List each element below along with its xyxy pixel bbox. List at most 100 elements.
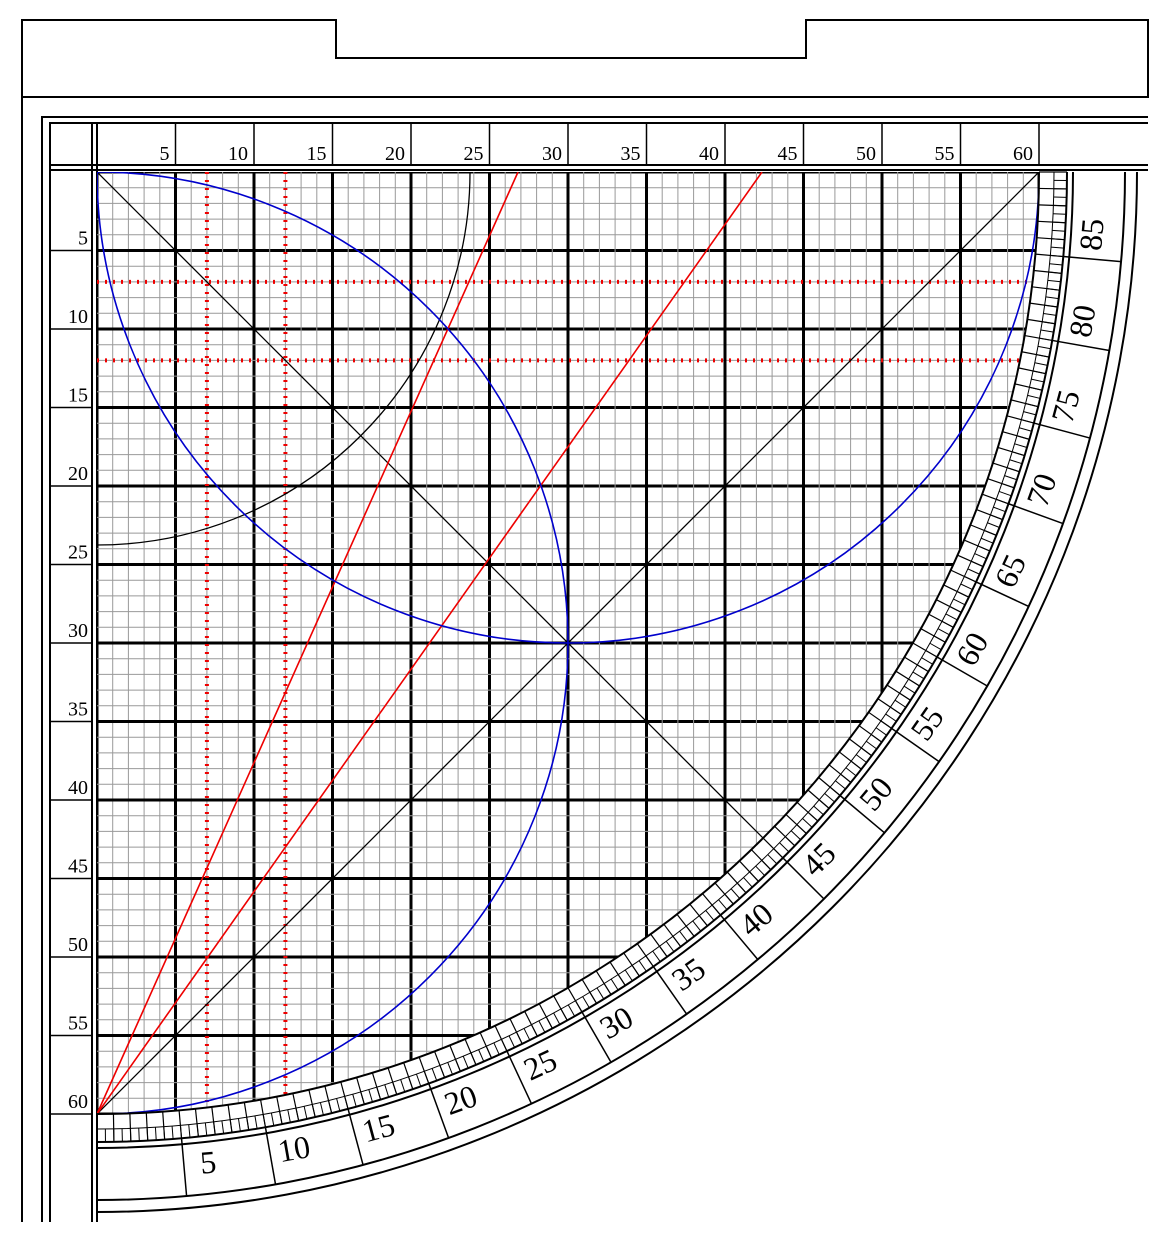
half-degree-tick xyxy=(807,811,819,822)
half-degree-tick xyxy=(1037,345,1051,350)
frame-top-scale xyxy=(50,164,1148,171)
half-degree-tick xyxy=(575,1000,583,1013)
half-degree-tick xyxy=(287,1109,291,1123)
half-degree-tick xyxy=(711,904,721,916)
half-degree-tick xyxy=(736,882,747,894)
half-degree-tick xyxy=(796,824,807,834)
left-scale-label: 10 xyxy=(68,306,88,328)
half-degree-tick xyxy=(698,915,708,927)
top-scale-label: 50 xyxy=(856,143,876,165)
arc-scale-tick xyxy=(719,914,759,960)
half-degree-tick xyxy=(855,754,867,763)
arc-scale-tick xyxy=(1052,339,1110,352)
half-degree-tick xyxy=(146,1127,149,1141)
half-degree-tick xyxy=(270,1112,275,1126)
half-degree-tick xyxy=(773,848,784,859)
half-degree-tick xyxy=(818,799,830,809)
arc-scale-label: 15 xyxy=(358,1106,398,1149)
top-scale-label: 30 xyxy=(542,143,562,165)
half-degree-tick xyxy=(967,568,980,575)
half-degree-tick xyxy=(980,537,994,544)
half-degree-tick xyxy=(638,960,647,972)
half-degree-tick xyxy=(865,740,878,750)
half-degree-tick xyxy=(850,760,862,770)
arc-scale-tick xyxy=(428,1083,450,1139)
top-scale-label: 5 xyxy=(160,143,170,165)
half-degree-tick xyxy=(860,747,872,757)
half-degree-tick xyxy=(949,606,962,613)
half-degree-tick xyxy=(1048,271,1062,274)
half-degree-tick xyxy=(1047,279,1061,283)
half-degree-tick xyxy=(376,1087,382,1100)
half-degree-tick xyxy=(624,969,633,982)
half-degree-tick xyxy=(870,734,883,743)
half-degree-tick xyxy=(730,888,741,899)
half-degree-tick xyxy=(790,830,801,841)
arc-scale-tick xyxy=(891,727,940,763)
half-degree-tick xyxy=(1052,221,1066,224)
scale-arc xyxy=(96,171,1138,1213)
half-degree-tick xyxy=(470,1052,477,1066)
top-scale-label: 10 xyxy=(228,143,248,165)
half-degree-tick xyxy=(929,642,942,651)
half-degree-tick xyxy=(221,1120,225,1134)
left-scale-label: 20 xyxy=(68,463,88,485)
half-degree-tick xyxy=(138,1128,140,1142)
arc-scale-tick xyxy=(347,1108,364,1166)
half-degree-tick xyxy=(705,910,715,921)
arc-scale-tick xyxy=(581,1011,612,1063)
arc-scale-label: 50 xyxy=(852,770,900,818)
half-degree-tick xyxy=(941,620,954,628)
half-degree-tick xyxy=(1019,427,1032,432)
half-degree-tick xyxy=(1036,354,1050,358)
arc-scale-label: 5 xyxy=(199,1143,218,1180)
half-degree-tick xyxy=(964,575,977,583)
half-degree-tick xyxy=(1007,467,1020,473)
arc-scale-tick xyxy=(506,1050,533,1105)
arc-scale-tick xyxy=(782,857,825,900)
half-degree-tick xyxy=(692,920,702,932)
half-degree-tick xyxy=(500,1039,508,1052)
half-degree-tick xyxy=(1040,329,1054,333)
half-degree-tick xyxy=(344,1096,349,1110)
half-degree-tick xyxy=(917,664,929,673)
left-scale-label: 5 xyxy=(78,228,88,250)
half-degree-tick xyxy=(880,720,892,729)
arc-scale-label: 35 xyxy=(665,950,712,998)
half-degree-tick xyxy=(903,685,916,694)
half-degree-tick xyxy=(538,1020,546,1033)
half-degree-tick xyxy=(1046,288,1060,291)
half-degree-tick xyxy=(885,713,897,722)
half-degree-tick xyxy=(439,1065,446,1078)
half-degree-tick xyxy=(974,553,987,560)
half-degree-tick xyxy=(196,1123,199,1137)
half-degree-tick xyxy=(415,1073,422,1087)
half-degree-tick xyxy=(1051,238,1065,241)
left-scale-label: 55 xyxy=(68,1013,88,1035)
arc-scale-tick xyxy=(936,656,988,687)
half-degree-tick xyxy=(1027,394,1041,399)
half-degree-tick xyxy=(279,1111,283,1125)
half-degree-tick xyxy=(603,983,612,995)
half-degree-tick xyxy=(1012,451,1025,457)
arc-scale-label: 55 xyxy=(903,700,951,747)
half-degree-tick xyxy=(319,1102,324,1116)
half-degree-tick xyxy=(1009,459,1023,465)
half-degree-tick xyxy=(990,514,1003,521)
half-degree-tick xyxy=(998,490,1012,497)
half-degree-tick xyxy=(617,974,626,986)
half-degree-tick xyxy=(408,1076,414,1090)
arc-scale-label: 60 xyxy=(948,626,995,672)
half-degree-tick xyxy=(908,678,920,687)
half-degree-tick xyxy=(1014,443,1028,448)
half-degree-tick xyxy=(1051,246,1065,249)
half-degree-tick xyxy=(761,860,772,871)
half-degree-tick xyxy=(582,996,590,1009)
half-degree-tick xyxy=(987,522,1000,528)
top-scale-label: 55 xyxy=(935,143,955,165)
half-degree-tick xyxy=(1053,213,1067,215)
frame-inner xyxy=(41,116,1148,1222)
half-degree-tick xyxy=(1042,321,1056,325)
left-scale-label: 35 xyxy=(68,699,88,721)
